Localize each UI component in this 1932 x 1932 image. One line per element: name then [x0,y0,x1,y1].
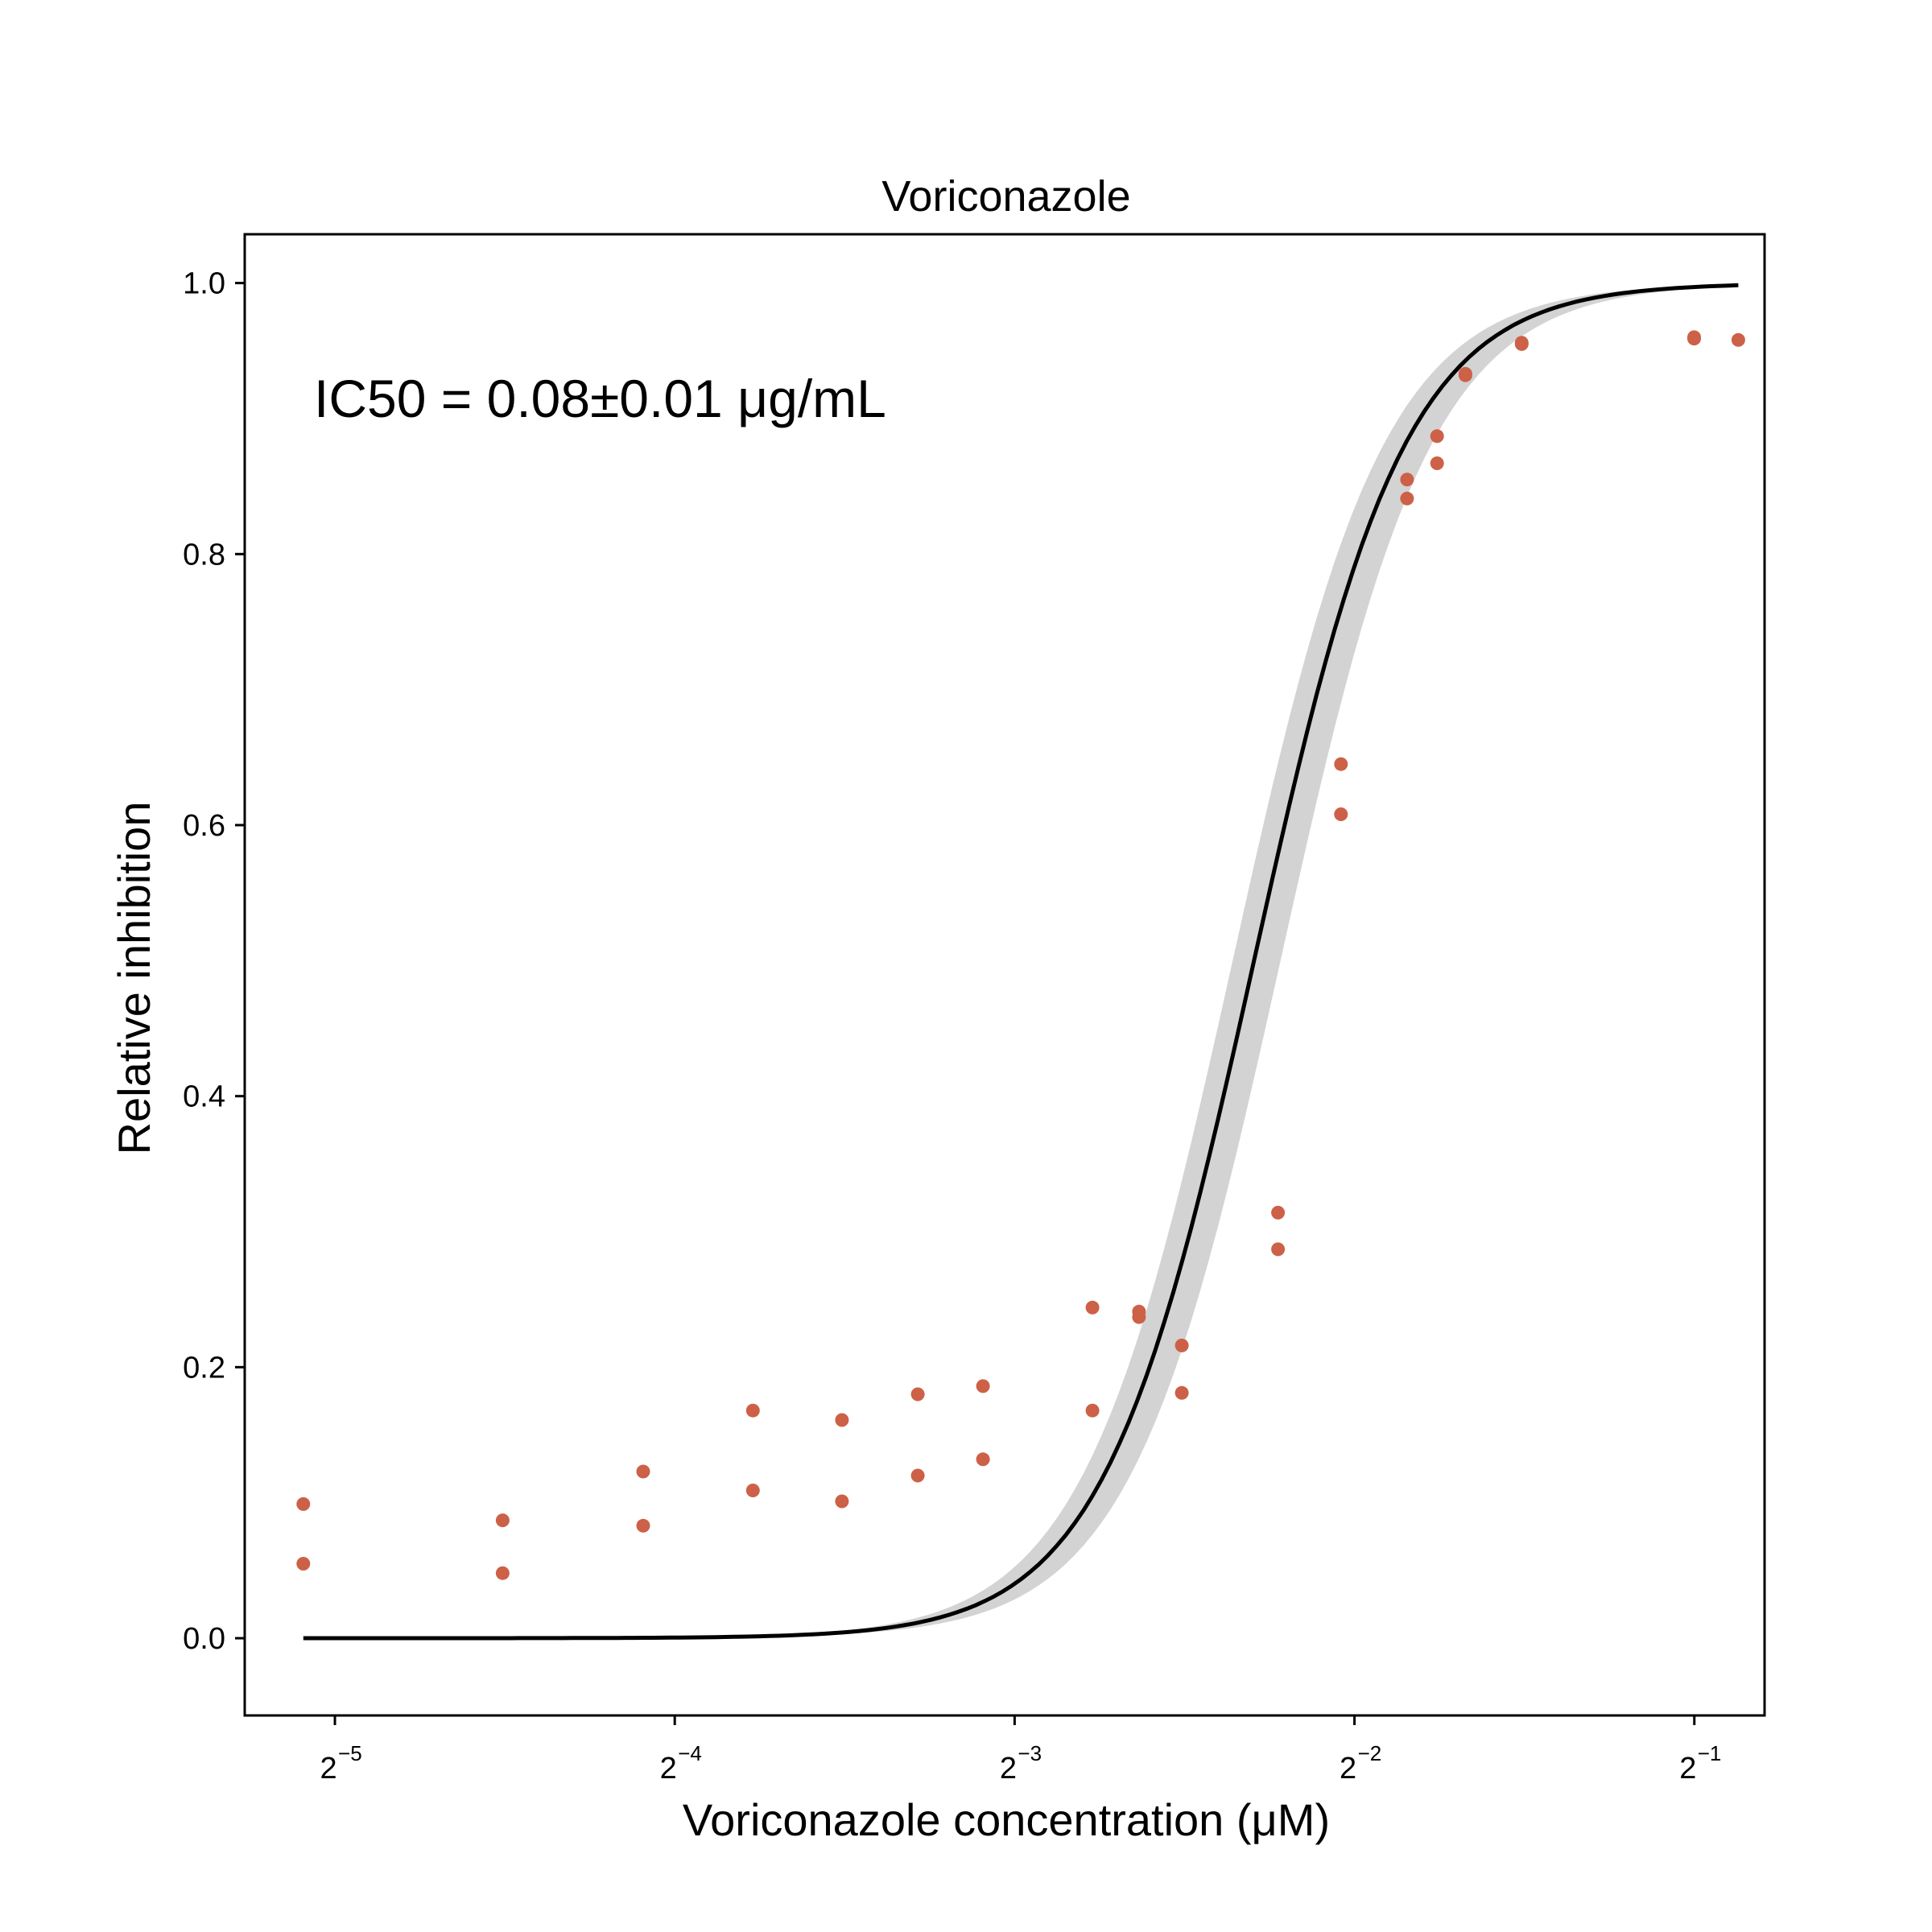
x-tick-exponent: −1 [1698,1741,1722,1765]
data-point [1085,1403,1100,1418]
y-tick-label: 0.0 [183,1622,225,1656]
x-tick-exponent: −4 [678,1741,702,1765]
data-point [910,1387,925,1402]
x-tick-label: 2 [1679,1752,1696,1785]
data-point [1400,473,1414,487]
data-point [1430,456,1444,470]
data-point [1174,1338,1189,1352]
data-point [1174,1385,1189,1400]
x-tick-exponent: −3 [1018,1741,1042,1765]
x-tick-label: 2 [1340,1752,1356,1785]
data-point [1271,1242,1286,1257]
x-tick-exponent: −2 [1358,1741,1382,1765]
data-point [1085,1300,1100,1315]
data-point [1687,332,1701,346]
data-point [835,1494,849,1509]
fit-curve-layer [303,283,1739,1641]
y-axis-label: Relative inhibition [109,802,159,1155]
data-point [1731,332,1745,347]
data-point [1334,757,1348,771]
data-point [835,1413,849,1427]
plot-frame [243,233,1766,1717]
x-axis-label: Voriconazole concentration (μM) [683,1794,1330,1845]
x-tick-label: 2 [660,1752,677,1785]
data-point [745,1484,760,1497]
y-tick-label: 0.4 [183,1080,225,1114]
x-tick-label: 2 [1000,1752,1017,1785]
data-point [1458,366,1472,381]
data-point [745,1403,760,1418]
data-point [976,1452,990,1467]
fit-curve [303,283,1739,1641]
data-point [495,1566,510,1580]
data-point [1132,1310,1146,1324]
data-points-layer [296,330,1745,1580]
y-tick-label: 0.8 [183,538,225,572]
data-point [1514,336,1529,350]
data-point [636,1464,650,1479]
confidence-band [303,284,1739,1639]
data-point [1400,491,1414,506]
data-point [296,1496,311,1511]
ic50-annotation: IC50 = 0.08±0.01 μg/mL [314,369,886,428]
data-point [495,1513,510,1528]
data-point [1271,1205,1286,1220]
axes-layer: 0.00.20.40.60.81.02 −5 2 −4 2 −3 2 −2 2 −1 [183,233,1766,1785]
y-tick-label: 0.2 [183,1351,225,1385]
y-tick-label: 1.0 [183,267,225,301]
data-point [296,1557,311,1571]
confidence-band-layer [303,284,1739,1639]
data-point [1334,807,1348,821]
data-point [1430,429,1444,444]
chart-title: Voriconazole [881,172,1130,221]
data-point [910,1468,925,1483]
data-point [636,1518,650,1533]
x-tick-exponent: −5 [338,1741,362,1765]
y-tick-label: 0.6 [183,809,225,843]
data-point [976,1379,990,1393]
x-tick-label: 2 [320,1752,336,1785]
